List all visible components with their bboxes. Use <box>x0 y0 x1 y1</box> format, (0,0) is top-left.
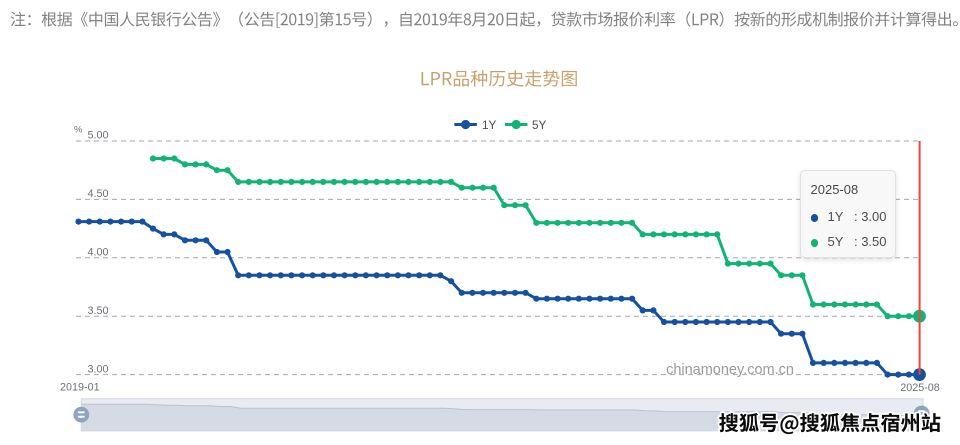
svg-text:chinamoney.com.cn: chinamoney.com.cn <box>666 362 794 378</box>
svg-text:4.50: 4.50 <box>88 188 109 200</box>
svg-text:2025-08: 2025-08 <box>900 382 940 394</box>
svg-text:3.00: 3.00 <box>88 363 109 375</box>
svg-text:5.00: 5.00 <box>88 130 109 142</box>
svg-text:1Y: 1Y <box>482 118 497 132</box>
svg-text:3.50: 3.50 <box>88 305 109 317</box>
svg-text:%: % <box>74 125 83 136</box>
svg-text:5Y: 5Y <box>532 118 547 132</box>
svg-text:4.00: 4.00 <box>88 247 109 259</box>
svg-text:2019-01: 2019-01 <box>60 382 100 394</box>
